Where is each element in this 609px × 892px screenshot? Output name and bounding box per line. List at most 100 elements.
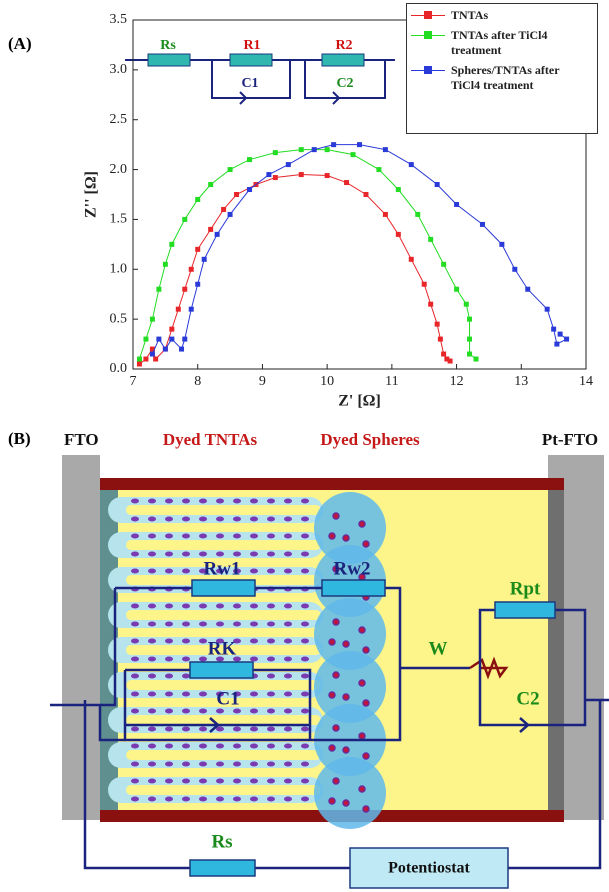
data-point xyxy=(175,306,181,312)
inset-label: C2 xyxy=(336,76,353,91)
data-point xyxy=(551,326,557,332)
dye xyxy=(362,752,370,760)
dye xyxy=(342,693,350,701)
dye xyxy=(131,551,139,557)
dye xyxy=(267,498,275,504)
nanotube-core xyxy=(126,785,321,795)
dye xyxy=(233,551,241,557)
dye xyxy=(182,516,190,522)
dye xyxy=(301,551,309,557)
dye xyxy=(250,778,258,784)
data-point xyxy=(441,261,447,267)
electrode-label: FTO xyxy=(64,430,99,449)
dye xyxy=(182,743,190,749)
wire xyxy=(50,703,125,742)
data-point xyxy=(169,336,175,342)
dye xyxy=(148,568,156,574)
dye xyxy=(301,743,309,749)
dye xyxy=(165,778,173,784)
data-point xyxy=(136,361,142,367)
legend-marker xyxy=(424,31,432,39)
y-tick-label: 3.5 xyxy=(110,12,128,27)
dye xyxy=(267,778,275,784)
data-point xyxy=(479,221,485,227)
data-point xyxy=(149,351,155,357)
dye xyxy=(233,778,241,784)
dye xyxy=(182,533,190,539)
dye xyxy=(233,708,241,714)
dye xyxy=(216,621,224,627)
legend-key xyxy=(411,28,445,42)
dye xyxy=(165,726,173,732)
layer-label: Dyed Spheres xyxy=(320,430,420,449)
dye xyxy=(233,743,241,749)
dye xyxy=(342,799,350,807)
dye xyxy=(165,761,173,767)
data-point xyxy=(169,241,175,247)
dye xyxy=(250,551,258,557)
dye xyxy=(131,516,139,522)
data-point xyxy=(162,346,168,352)
dye xyxy=(250,498,258,504)
data-point xyxy=(298,147,304,153)
x-tick-label: 10 xyxy=(320,374,334,389)
dye xyxy=(301,761,309,767)
data-point xyxy=(331,142,337,148)
wire xyxy=(83,700,350,870)
nanotube-core xyxy=(126,680,321,690)
data-point xyxy=(324,147,330,153)
panel-label: (A) xyxy=(8,34,32,53)
data-point xyxy=(195,196,201,202)
legend-label: TNTAs xyxy=(451,8,489,22)
dye xyxy=(148,656,156,662)
dye xyxy=(284,568,292,574)
capacitor xyxy=(519,717,530,733)
series-line xyxy=(138,149,477,360)
dye xyxy=(216,691,224,697)
wire xyxy=(100,588,117,707)
dye xyxy=(284,708,292,714)
legend-label: Spheres/TNTAs after TiCl4 treatment xyxy=(451,63,560,92)
data-point xyxy=(463,301,469,307)
data-point xyxy=(195,246,201,252)
dye xyxy=(216,568,224,574)
dye xyxy=(328,638,336,646)
plot-frame xyxy=(132,19,587,370)
dye xyxy=(267,726,275,732)
nanotube-core xyxy=(126,505,321,515)
resistor xyxy=(189,661,254,679)
dye xyxy=(216,778,224,784)
y-tick-label: 2.0 xyxy=(110,162,128,177)
dye xyxy=(250,656,258,662)
data-point xyxy=(499,241,505,247)
nanotube-core xyxy=(126,540,321,550)
data-point xyxy=(525,286,531,292)
dye xyxy=(267,516,275,522)
dye xyxy=(284,673,292,679)
data-point xyxy=(544,306,550,312)
dye xyxy=(284,551,292,557)
data-point xyxy=(201,256,207,262)
capacitor xyxy=(332,91,341,105)
data-point xyxy=(311,147,317,153)
dye xyxy=(148,796,156,802)
dye xyxy=(301,726,309,732)
warburg-element xyxy=(469,656,509,680)
dye xyxy=(216,656,224,662)
dye xyxy=(267,761,275,767)
legend: TNTAs TNTAs after TiCl4 treatment Spheres/… xyxy=(406,3,598,134)
dye xyxy=(250,761,258,767)
resistor xyxy=(147,53,191,67)
dye xyxy=(199,743,207,749)
dye xyxy=(250,638,258,644)
dye xyxy=(233,516,241,522)
dye xyxy=(182,761,190,767)
dye xyxy=(148,638,156,644)
nanotube-core xyxy=(126,750,321,760)
data-point xyxy=(512,266,518,272)
dye xyxy=(165,551,173,557)
dye xyxy=(284,691,292,697)
data-point xyxy=(473,356,479,362)
dye xyxy=(250,516,258,522)
data-point xyxy=(227,211,233,217)
